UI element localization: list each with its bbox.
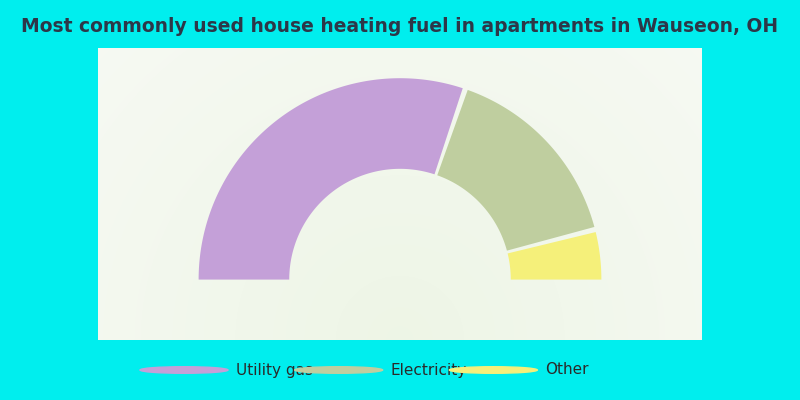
Circle shape: [54, 0, 746, 400]
Circle shape: [205, 145, 595, 400]
Circle shape: [224, 164, 576, 400]
Circle shape: [381, 321, 419, 359]
Circle shape: [294, 367, 382, 373]
Circle shape: [73, 13, 727, 400]
Circle shape: [387, 328, 413, 352]
Circle shape: [3, 0, 797, 400]
Circle shape: [47, 0, 753, 400]
Circle shape: [242, 183, 558, 400]
Circle shape: [60, 0, 740, 400]
Circle shape: [274, 214, 526, 400]
Circle shape: [350, 290, 450, 390]
Circle shape: [110, 50, 690, 400]
Circle shape: [325, 264, 475, 400]
Circle shape: [167, 107, 633, 400]
Text: Other: Other: [546, 362, 589, 378]
Circle shape: [306, 246, 494, 400]
Circle shape: [330, 271, 470, 400]
Circle shape: [211, 151, 589, 400]
Circle shape: [312, 252, 488, 400]
Circle shape: [16, 0, 784, 400]
Circle shape: [104, 44, 696, 400]
Circle shape: [362, 302, 438, 378]
Circle shape: [375, 315, 425, 365]
Polygon shape: [198, 78, 462, 280]
Circle shape: [140, 367, 228, 373]
Circle shape: [255, 195, 545, 400]
Circle shape: [450, 367, 538, 373]
Circle shape: [186, 126, 614, 400]
Circle shape: [180, 120, 620, 400]
Circle shape: [130, 69, 670, 400]
Circle shape: [262, 202, 538, 400]
Circle shape: [369, 308, 431, 372]
Circle shape: [86, 25, 714, 400]
Polygon shape: [438, 90, 594, 251]
Circle shape: [154, 94, 646, 400]
Circle shape: [98, 38, 702, 400]
Circle shape: [198, 139, 602, 400]
Circle shape: [218, 158, 582, 400]
Circle shape: [117, 57, 683, 400]
Circle shape: [230, 170, 570, 400]
Circle shape: [192, 132, 608, 400]
Circle shape: [10, 0, 790, 400]
Circle shape: [337, 277, 463, 400]
Circle shape: [22, 0, 778, 400]
Circle shape: [35, 0, 765, 400]
Text: Electricity: Electricity: [390, 362, 467, 378]
Text: Most commonly used house heating fuel in apartments in Wauseon, OH: Most commonly used house heating fuel in…: [22, 17, 778, 36]
Circle shape: [161, 101, 639, 400]
Circle shape: [92, 32, 708, 400]
Circle shape: [318, 258, 482, 400]
Circle shape: [42, 0, 758, 400]
Circle shape: [249, 189, 551, 400]
Circle shape: [281, 220, 519, 400]
Circle shape: [29, 0, 771, 400]
Circle shape: [236, 176, 564, 400]
Polygon shape: [508, 232, 602, 280]
Circle shape: [343, 283, 457, 397]
Circle shape: [174, 114, 626, 400]
Circle shape: [142, 82, 658, 400]
Circle shape: [79, 19, 721, 400]
Circle shape: [66, 6, 734, 400]
Circle shape: [136, 76, 664, 400]
Circle shape: [356, 296, 444, 384]
Circle shape: [293, 233, 507, 400]
Circle shape: [123, 63, 677, 400]
Circle shape: [286, 227, 514, 400]
Circle shape: [394, 334, 406, 346]
Circle shape: [268, 208, 532, 400]
Circle shape: [299, 239, 501, 400]
Text: Utility gas: Utility gas: [236, 362, 313, 378]
Circle shape: [148, 88, 652, 400]
